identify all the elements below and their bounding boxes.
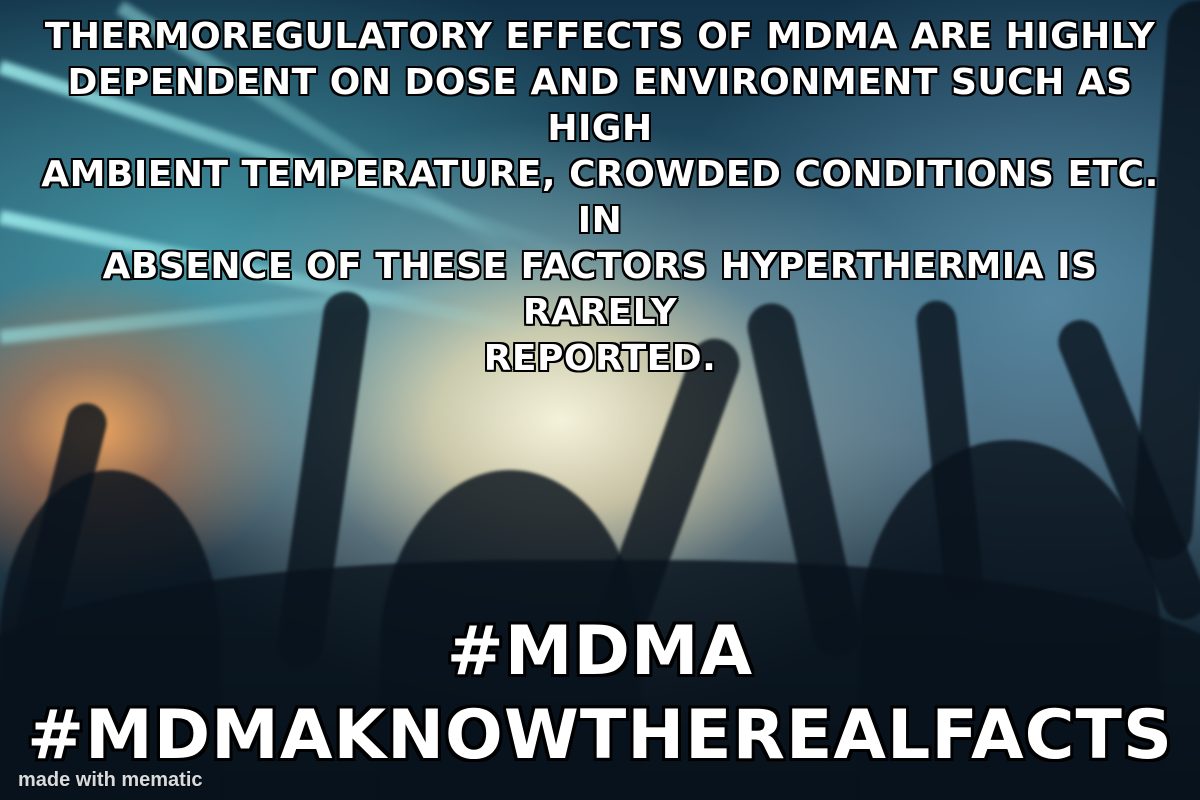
hashtag-know-the-real-facts: #MDMAKNOWTHEREALFACTS [27, 696, 1173, 775]
caption-line: AMBIENT TEMPERATURE, CROWDED CONDITIONS … [41, 154, 1159, 241]
caption-line: ABSENCE OF THESE FACTORS HYPERTHERMIA IS… [102, 246, 1098, 333]
meme-caption: THERMOREGULATORY EFFECTS OF MDMA ARE HIG… [40, 14, 1160, 382]
caption-line: THERMOREGULATORY EFFECTS OF MDMA ARE HIG… [44, 16, 1156, 57]
hashtag-mdma: #MDMA [446, 612, 754, 691]
caption-line: REPORTED. [483, 338, 717, 379]
mematic-watermark: made with mematic [18, 769, 203, 791]
crowd-silhouette [860, 440, 1160, 800]
caption-line: DEPENDENT ON DOSE AND ENVIRONMENT SUCH A… [67, 62, 1133, 149]
hashtag-block: #MDMA #MDMAKNOWTHEREALFACTS [0, 610, 1200, 778]
